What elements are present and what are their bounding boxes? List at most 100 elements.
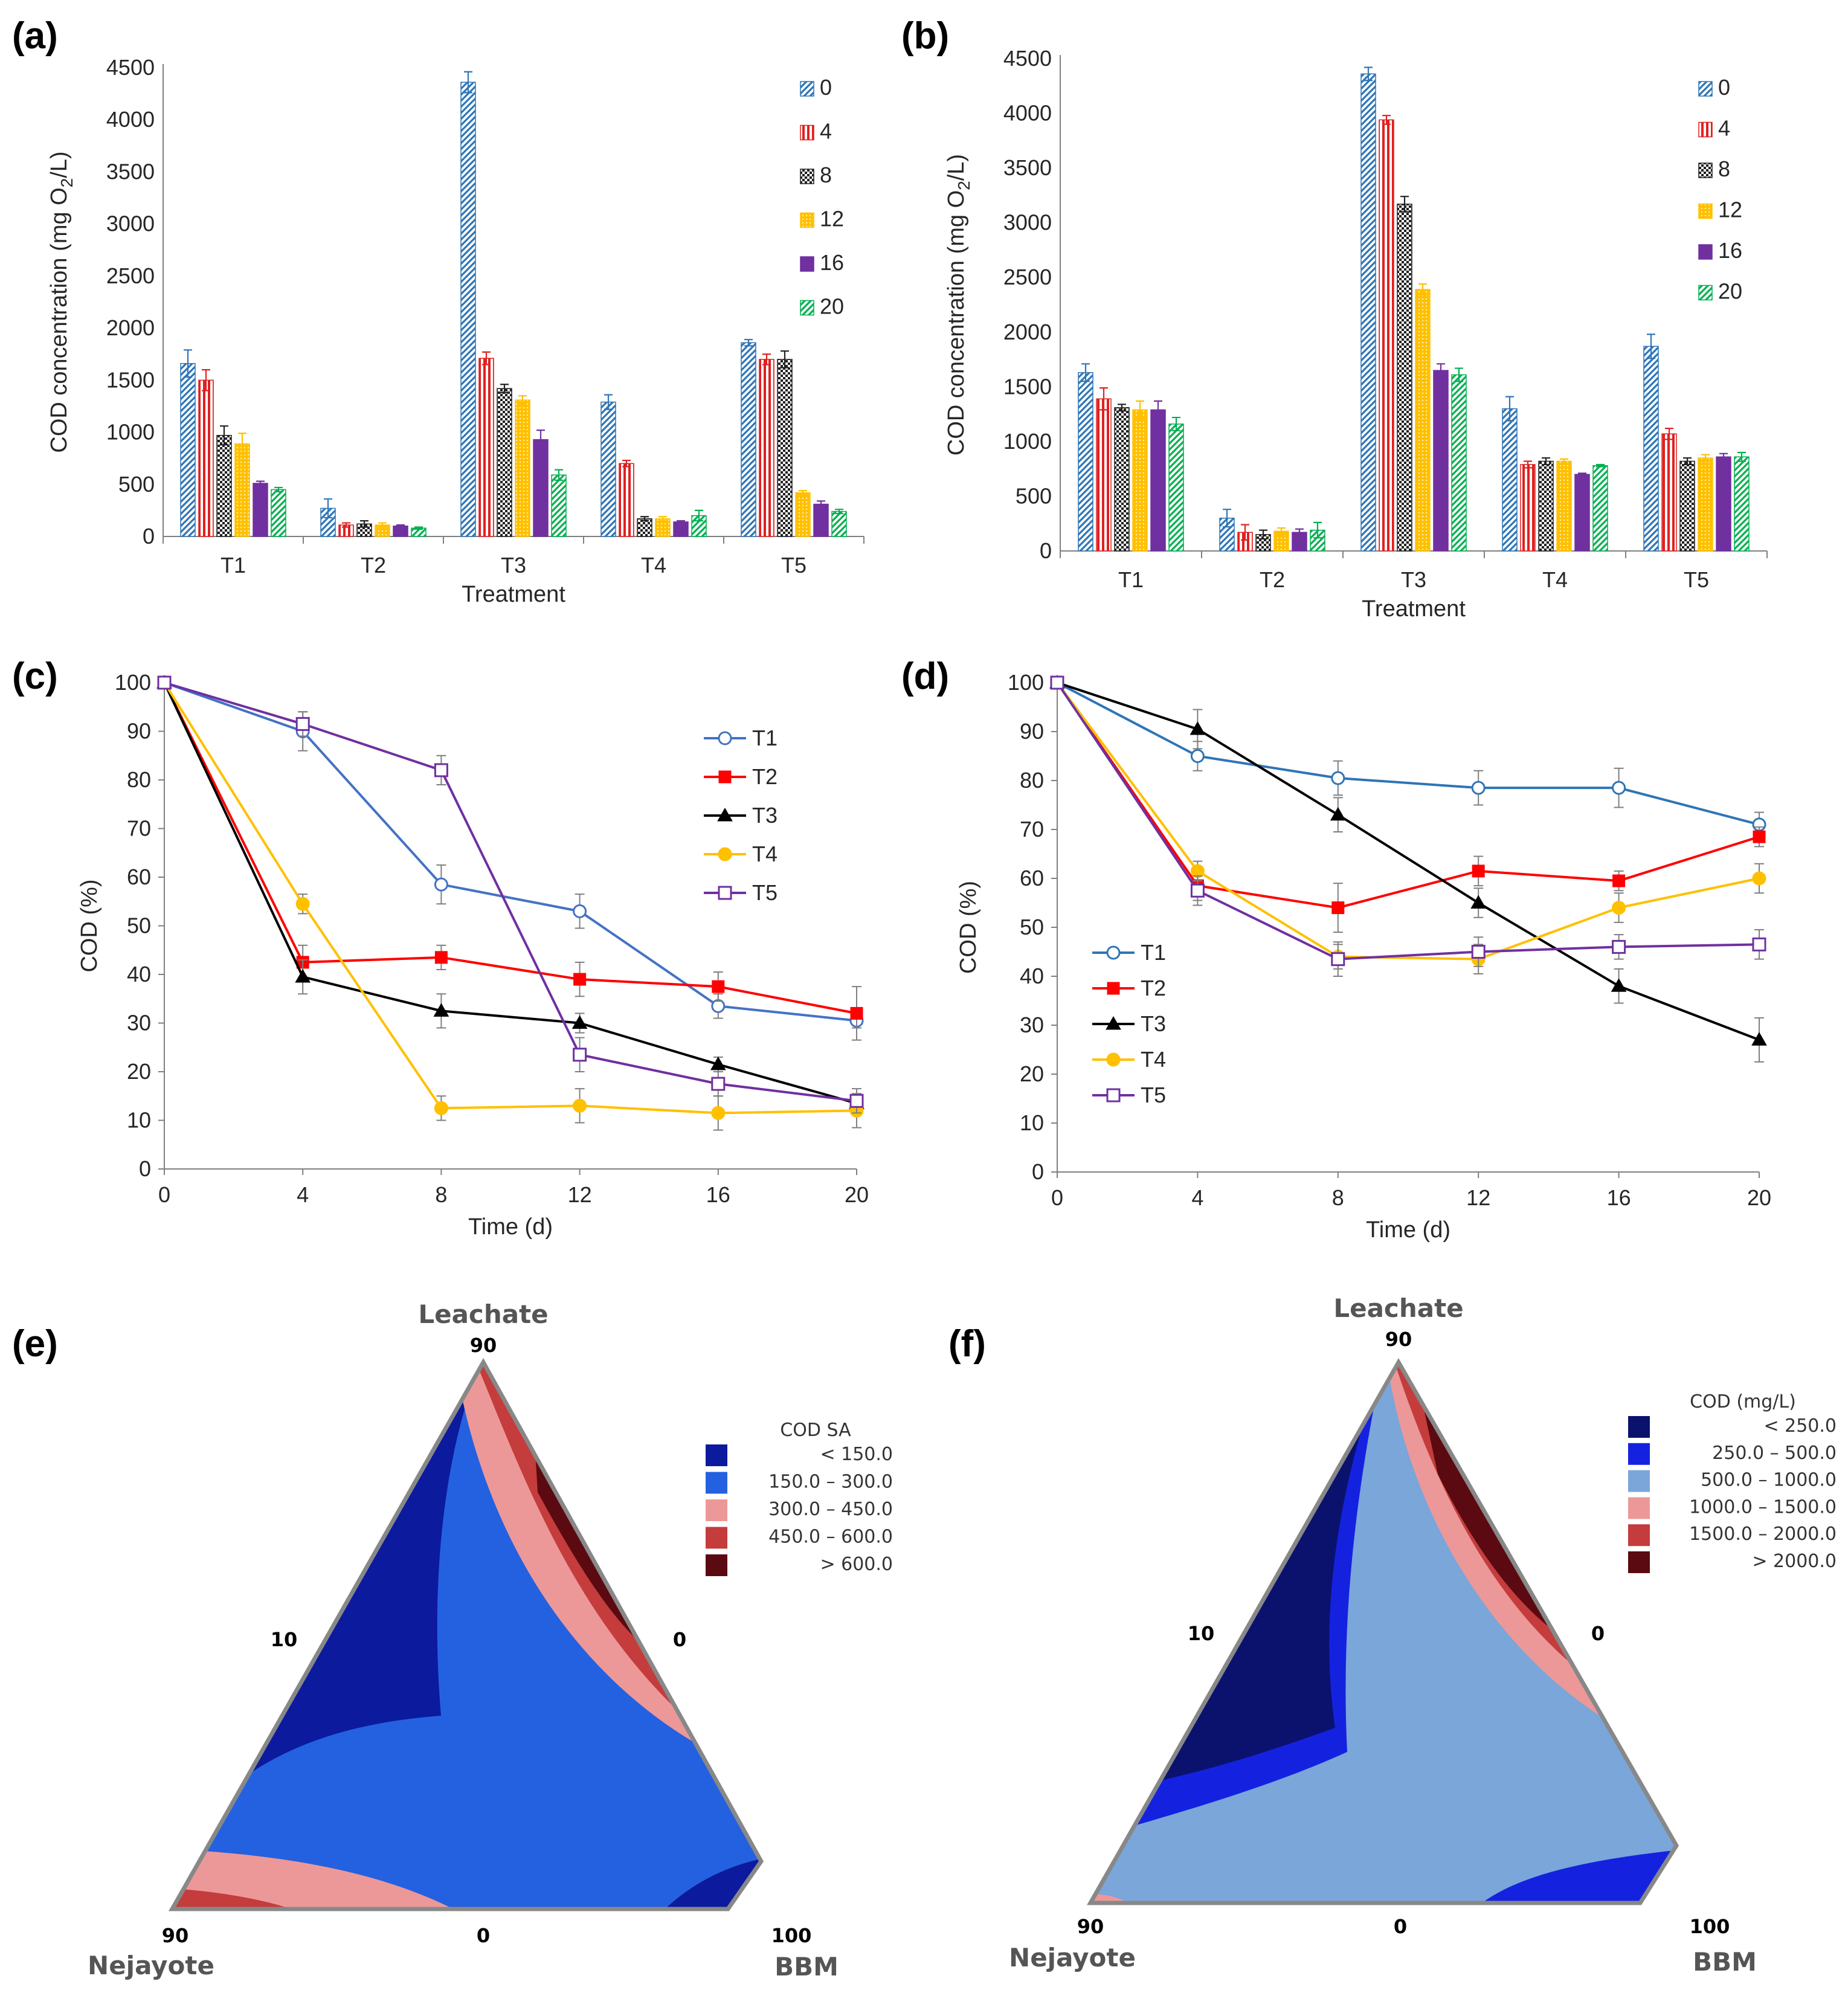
data-point-T5 xyxy=(1050,675,1064,690)
panel-label: (f) xyxy=(948,1323,986,1365)
data-point-T1 xyxy=(711,999,726,1013)
bar-16-T3 xyxy=(533,439,549,537)
error-bar xyxy=(1382,115,1391,125)
data-point-T5 xyxy=(1331,952,1345,967)
legend-marker-T5 xyxy=(1106,1088,1121,1103)
error-bar xyxy=(1295,528,1304,536)
bar-20-T1 xyxy=(1168,423,1184,552)
legend-label: 20 xyxy=(1718,279,1742,304)
y-tick-label: 0 xyxy=(139,1156,151,1181)
legend-label: 16 xyxy=(820,250,844,275)
x-tick-label: T4 xyxy=(641,553,666,578)
series-line-T4 xyxy=(1056,681,1760,961)
error-bar xyxy=(324,498,332,519)
error-bar xyxy=(1596,463,1605,468)
y-tick-label: 20 xyxy=(1020,1061,1044,1086)
error-bar xyxy=(1081,363,1090,382)
error-bar xyxy=(220,425,228,446)
bar-8-T4 xyxy=(1538,460,1554,552)
edge-tick-bottom: 0 xyxy=(1394,1915,1407,1938)
contour-regions xyxy=(172,1362,761,1909)
legend-swatch-20 xyxy=(800,300,814,316)
vertex-label-right: BBM xyxy=(774,1952,839,1982)
legend-marker-T2 xyxy=(1107,982,1120,995)
legend-label: T3 xyxy=(752,803,778,828)
y-tick-label: 2500 xyxy=(106,263,155,288)
bar-8-T3 xyxy=(497,388,512,537)
x-tick-label: 12 xyxy=(1466,1185,1490,1210)
error-bar xyxy=(1737,451,1746,462)
legend-label: 0 xyxy=(1718,75,1730,100)
error-bar xyxy=(1719,452,1728,461)
x-tick-label: T1 xyxy=(1118,567,1144,592)
legend-label: T3 xyxy=(1141,1011,1166,1036)
y-tick-label: 1000 xyxy=(106,420,155,445)
legend-range: > 2000.0 xyxy=(1752,1551,1837,1572)
x-tick-label: 8 xyxy=(1332,1185,1344,1210)
legend-swatch xyxy=(706,1444,727,1466)
error-bar xyxy=(1277,527,1286,535)
y-axis-title: COD (%) xyxy=(956,881,981,974)
error-bar xyxy=(1701,454,1710,462)
error-bar xyxy=(762,353,771,365)
bar-20-T3 xyxy=(1451,374,1467,552)
edge-tick-right: 0 xyxy=(673,1628,686,1651)
y-tick-label: 1500 xyxy=(1003,374,1052,399)
x-axis-title: Treatment xyxy=(462,582,565,607)
y-axis-title: COD concentration (mg O2/L) xyxy=(944,154,973,456)
x-tick-label: T2 xyxy=(1260,567,1285,592)
data-point-T2 xyxy=(1331,901,1345,915)
edge-tick-left: 10 xyxy=(271,1628,298,1651)
y-tick-label: 30 xyxy=(127,1011,151,1035)
legend-range: 150.0 – 300.0 xyxy=(768,1472,893,1493)
legend-range: < 250.0 xyxy=(1763,1415,1837,1437)
bar-12-T4 xyxy=(1556,460,1572,552)
bar-0-T5 xyxy=(1643,346,1659,552)
data-point-T4 xyxy=(434,1101,448,1115)
legend-marker-T3 xyxy=(1106,1016,1121,1030)
data-point-T4 xyxy=(1752,871,1766,886)
data-point-T3 xyxy=(433,1003,449,1017)
bar-chart-b: (b) 0 500 1000 1500 2000 2500 3000 3500 4000 4500 T… xyxy=(901,15,1768,622)
x-tick-label: 12 xyxy=(568,1182,592,1207)
y-tick-label: 3500 xyxy=(106,159,155,184)
bar-16-T4 xyxy=(1574,474,1590,552)
legend-marker-T2 xyxy=(718,770,732,784)
y-tick-label: 70 xyxy=(127,816,151,841)
legend-swatch xyxy=(706,1499,727,1521)
data-point-T5 xyxy=(434,763,448,777)
series-line-T3 xyxy=(163,682,857,1105)
legend-range: < 150.0 xyxy=(820,1444,893,1465)
error-bar xyxy=(1118,404,1126,412)
bar-0-T3 xyxy=(1360,73,1376,552)
error-bar xyxy=(1418,283,1427,296)
y-tick-label: 500 xyxy=(1016,483,1052,508)
error-bar xyxy=(604,394,613,410)
data-point-T5 xyxy=(1612,939,1626,954)
legend-swatch xyxy=(1628,1497,1650,1519)
error-bar xyxy=(238,433,246,455)
y-tick-label: 2000 xyxy=(1003,320,1052,344)
ternary-plot-f: (f) Leachate 90 10 0 0 90 100 Nejayote B… xyxy=(948,1293,1837,1977)
bar-8-T1 xyxy=(1114,407,1130,552)
bar-20-T3 xyxy=(551,474,567,537)
series-line-T2 xyxy=(163,682,857,1015)
series-line-T3 xyxy=(1057,681,1760,1041)
error-bar xyxy=(1455,367,1463,382)
bar-0-T1 xyxy=(180,362,196,537)
legend-range: 250.0 – 500.0 xyxy=(1712,1443,1837,1464)
y-tick-label: 50 xyxy=(1020,915,1044,939)
panel-label: (e) xyxy=(12,1323,58,1365)
y-tick-label: 4000 xyxy=(1003,101,1052,126)
y-tick-label: 100 xyxy=(115,670,151,695)
x-tick-label: T4 xyxy=(1542,567,1568,592)
bar-0-T3 xyxy=(460,82,476,537)
legend-label: 4 xyxy=(820,119,832,144)
legend-swatch-8 xyxy=(800,169,814,184)
bar-8-T4 xyxy=(637,518,652,537)
legend-marker-T1 xyxy=(1106,945,1121,960)
y-tick-label: 10 xyxy=(1020,1110,1044,1135)
x-tick-label: T2 xyxy=(361,553,386,578)
legend-swatch xyxy=(1628,1524,1650,1547)
